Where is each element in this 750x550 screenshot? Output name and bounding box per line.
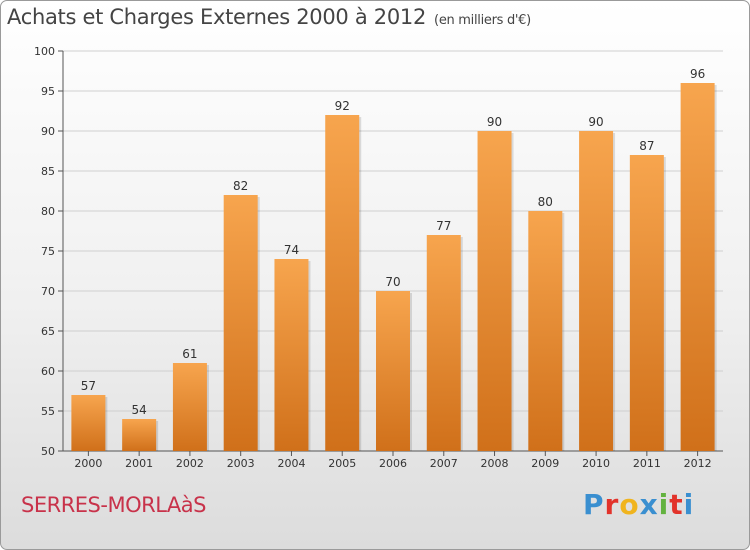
bar — [680, 83, 715, 451]
bar — [376, 291, 410, 451]
bar-value-label: 74 — [284, 243, 299, 257]
bar — [426, 235, 461, 451]
y-tick-label: 50 — [41, 445, 55, 458]
bar-value-label: 77 — [436, 219, 451, 233]
bar — [477, 131, 512, 451]
bar-value-label: 70 — [385, 275, 400, 289]
commune-name: SERRES-MORLAàS — [21, 493, 206, 517]
x-tick-label: 2004 — [277, 457, 305, 470]
x-tick-label: 2009 — [531, 457, 559, 470]
bar — [274, 259, 309, 451]
x-tick-label: 2007 — [430, 457, 458, 470]
chart-title-text: Achats et Charges Externes 2000 à 2012 — [7, 5, 427, 29]
y-tick-label: 65 — [41, 325, 55, 338]
bar — [223, 195, 258, 451]
bar — [528, 211, 563, 451]
bar — [325, 115, 360, 451]
bar — [172, 363, 207, 451]
bar — [629, 155, 664, 451]
bar-value-label: 57 — [81, 379, 96, 393]
x-tick-label: 2006 — [379, 457, 407, 470]
bar-value-label: 90 — [588, 115, 603, 129]
bar-value-label: 61 — [182, 347, 197, 361]
bar-value-label: 82 — [233, 179, 248, 193]
x-tick-label: 2001 — [125, 457, 153, 470]
y-tick-label: 75 — [41, 245, 55, 258]
bar-value-label: 90 — [487, 115, 502, 129]
x-tick-label: 2008 — [481, 457, 509, 470]
y-tick-label: 100 — [34, 45, 55, 58]
y-tick-label: 60 — [41, 365, 55, 378]
x-tick-label: 2005 — [328, 457, 356, 470]
bar-value-label: 87 — [639, 139, 654, 153]
bar-value-label: 54 — [132, 403, 147, 417]
y-tick-label: 95 — [41, 85, 55, 98]
y-tick-label: 85 — [41, 165, 55, 178]
bar — [579, 131, 614, 451]
bar-value-label: 80 — [538, 195, 553, 209]
x-tick-label: 2012 — [684, 457, 712, 470]
chart-title: Achats et Charges Externes 2000 à 2012 (e… — [7, 5, 531, 29]
y-tick-label: 55 — [41, 405, 55, 418]
x-tick-label: 2011 — [633, 457, 661, 470]
bar — [71, 395, 106, 451]
proxiti-logo: Proxiti — [583, 488, 695, 521]
bar-value-label: 96 — [690, 67, 705, 81]
x-tick-label: 2010 — [582, 457, 610, 470]
chart-unit: (en milliers d'€) — [434, 13, 531, 28]
x-tick-label: 2002 — [176, 457, 204, 470]
y-tick-label: 70 — [41, 285, 55, 298]
bar — [122, 419, 157, 451]
y-tick-label: 90 — [41, 125, 55, 138]
bar-value-label: 92 — [335, 99, 350, 113]
x-tick-label: 2003 — [227, 457, 255, 470]
x-tick-label: 2000 — [74, 457, 102, 470]
y-tick-label: 80 — [41, 205, 55, 218]
